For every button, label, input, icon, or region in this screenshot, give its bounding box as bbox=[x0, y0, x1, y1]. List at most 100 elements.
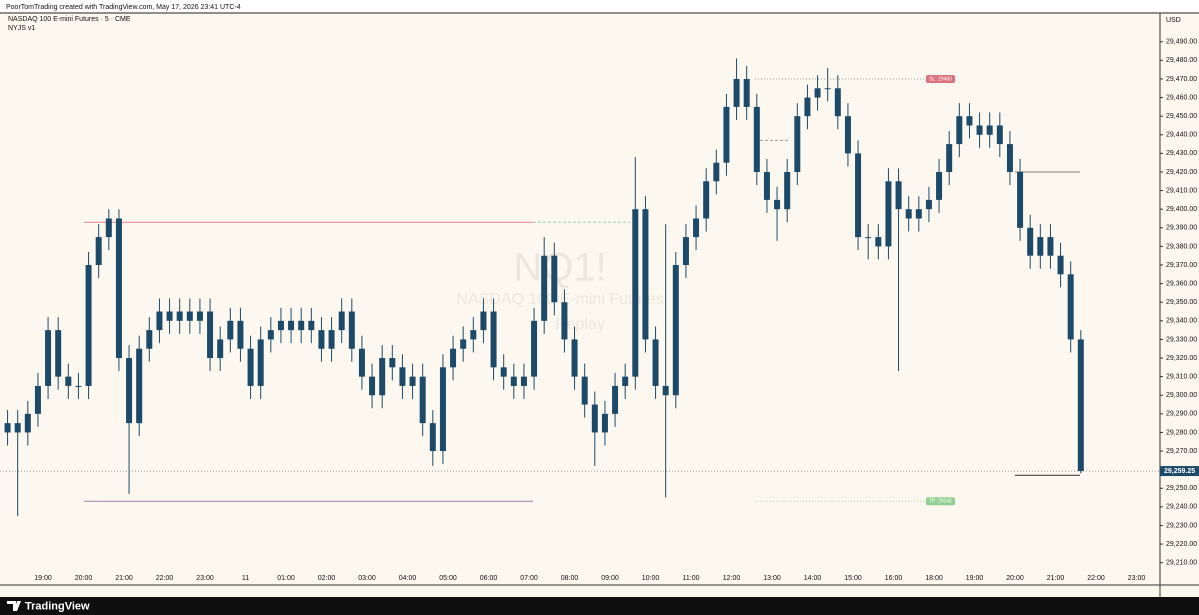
x-tick-label: 16:00 bbox=[885, 575, 903, 582]
candle-body bbox=[531, 320, 538, 377]
y-tick-label: 29,490.00 bbox=[1166, 39, 1197, 46]
x-tick-label: 21:00 bbox=[1047, 575, 1065, 582]
x-tick-label: 23:00 bbox=[196, 575, 214, 582]
x-tick-label: 12:00 bbox=[723, 575, 741, 582]
x-tick-label: 19:00 bbox=[34, 575, 52, 582]
currency: USD bbox=[1166, 17, 1181, 24]
candle-body bbox=[986, 125, 993, 135]
candle-body bbox=[905, 209, 912, 219]
candle-body bbox=[1037, 237, 1044, 256]
candle-body bbox=[865, 237, 872, 239]
y-tick-label: 29,290.00 bbox=[1166, 411, 1197, 418]
candle-body bbox=[419, 376, 426, 424]
x-tick-label: 11 bbox=[242, 575, 249, 582]
candle-body bbox=[277, 320, 284, 331]
level-label: TP: 29245 bbox=[929, 499, 952, 505]
x-tick-label: 19:00 bbox=[966, 575, 984, 582]
y-tick-label: 29,370.00 bbox=[1166, 262, 1197, 269]
brand-name: TradingView bbox=[25, 600, 90, 612]
candle-body bbox=[844, 116, 851, 154]
candle-body bbox=[895, 181, 902, 210]
footer bbox=[0, 597, 1199, 615]
candle-body bbox=[156, 311, 163, 331]
candle-body bbox=[45, 330, 52, 386]
candle-body bbox=[480, 311, 487, 331]
candle-body bbox=[288, 320, 295, 331]
candle-body bbox=[338, 311, 345, 331]
y-tick-label: 29,350.00 bbox=[1166, 299, 1197, 306]
candle-body bbox=[885, 181, 892, 247]
candle-body bbox=[733, 78, 740, 107]
x-tick-label: 03:00 bbox=[358, 575, 376, 582]
candle-body bbox=[541, 255, 548, 321]
x-tick-label: 11:00 bbox=[683, 575, 700, 582]
candle-body bbox=[4, 423, 11, 433]
candle-body bbox=[166, 311, 173, 321]
candle-body bbox=[217, 339, 224, 359]
y-tick-label: 29,210.00 bbox=[1166, 560, 1197, 567]
x-tick-label: 22:00 bbox=[156, 575, 174, 582]
y-tick-label: 29,240.00 bbox=[1166, 504, 1197, 511]
x-tick-label: 14:00 bbox=[804, 575, 822, 582]
y-tick-label: 29,430.00 bbox=[1166, 150, 1197, 157]
candle-body bbox=[115, 218, 122, 359]
candle-body bbox=[105, 218, 112, 238]
candle-body bbox=[227, 320, 234, 340]
x-tick-label: 10:00 bbox=[642, 575, 660, 582]
candle-body bbox=[308, 320, 315, 331]
candle-body bbox=[834, 88, 841, 117]
candle-body bbox=[814, 88, 821, 98]
y-tick-label: 29,300.00 bbox=[1166, 392, 1197, 399]
x-tick-label: 20:00 bbox=[75, 575, 93, 582]
candle-body bbox=[460, 339, 467, 349]
candle-body bbox=[622, 376, 629, 386]
y-tick-label: 29,440.00 bbox=[1166, 132, 1197, 139]
candle-body bbox=[875, 237, 882, 247]
axes: 29,210.00 29,220.00 29,230.00 29,240.00 29,2… bbox=[34, 39, 1197, 582]
candle-body bbox=[298, 320, 305, 331]
candle-body bbox=[591, 404, 598, 433]
x-tick-label: 21:00 bbox=[115, 575, 133, 582]
x-tick-label: 22:00 bbox=[1087, 575, 1105, 582]
candle-body bbox=[176, 311, 183, 321]
y-tick-label: 29,460.00 bbox=[1166, 94, 1197, 101]
candle-body bbox=[24, 413, 31, 433]
candle-body bbox=[348, 311, 355, 349]
candle-body bbox=[369, 376, 376, 396]
y-tick-label: 29,400.00 bbox=[1166, 206, 1197, 213]
x-tick-label: 09:00 bbox=[601, 575, 619, 582]
candle-body bbox=[925, 199, 932, 210]
candle-body bbox=[500, 367, 507, 377]
indicator-name: NYJS v1 bbox=[8, 25, 35, 32]
candle-body bbox=[956, 116, 963, 145]
candle-body bbox=[551, 255, 558, 303]
candle-body bbox=[328, 330, 335, 349]
candle-body bbox=[855, 153, 862, 238]
watermark-symbol: NQ1! bbox=[513, 246, 606, 290]
watermark-description: NASDAQ 100 E-mini Futures bbox=[456, 291, 663, 308]
candle-body bbox=[136, 348, 143, 424]
candle-body bbox=[1027, 227, 1034, 256]
x-tick-label: 20:00 bbox=[1006, 575, 1024, 582]
candle-body bbox=[1077, 339, 1084, 472]
candle-body bbox=[936, 171, 943, 200]
candle-body bbox=[379, 358, 386, 396]
candle-body bbox=[693, 218, 700, 238]
candle-body bbox=[267, 330, 274, 340]
candle-body bbox=[75, 385, 82, 387]
candle-body bbox=[1047, 237, 1054, 256]
candle-body bbox=[318, 330, 325, 349]
y-tick-label: 29,380.00 bbox=[1166, 243, 1197, 250]
candle-body bbox=[126, 358, 133, 424]
brand-logo bbox=[7, 601, 21, 611]
candle-body bbox=[672, 265, 679, 396]
candle-body bbox=[784, 171, 791, 210]
plot-area bbox=[0, 58, 1160, 517]
watermark-mode: Replay bbox=[555, 316, 605, 333]
candle-body bbox=[753, 106, 760, 172]
candle-body bbox=[996, 125, 1003, 145]
header-bar bbox=[0, 0, 1199, 13]
last-price-box bbox=[1160, 466, 1199, 477]
candle-body bbox=[723, 106, 730, 163]
